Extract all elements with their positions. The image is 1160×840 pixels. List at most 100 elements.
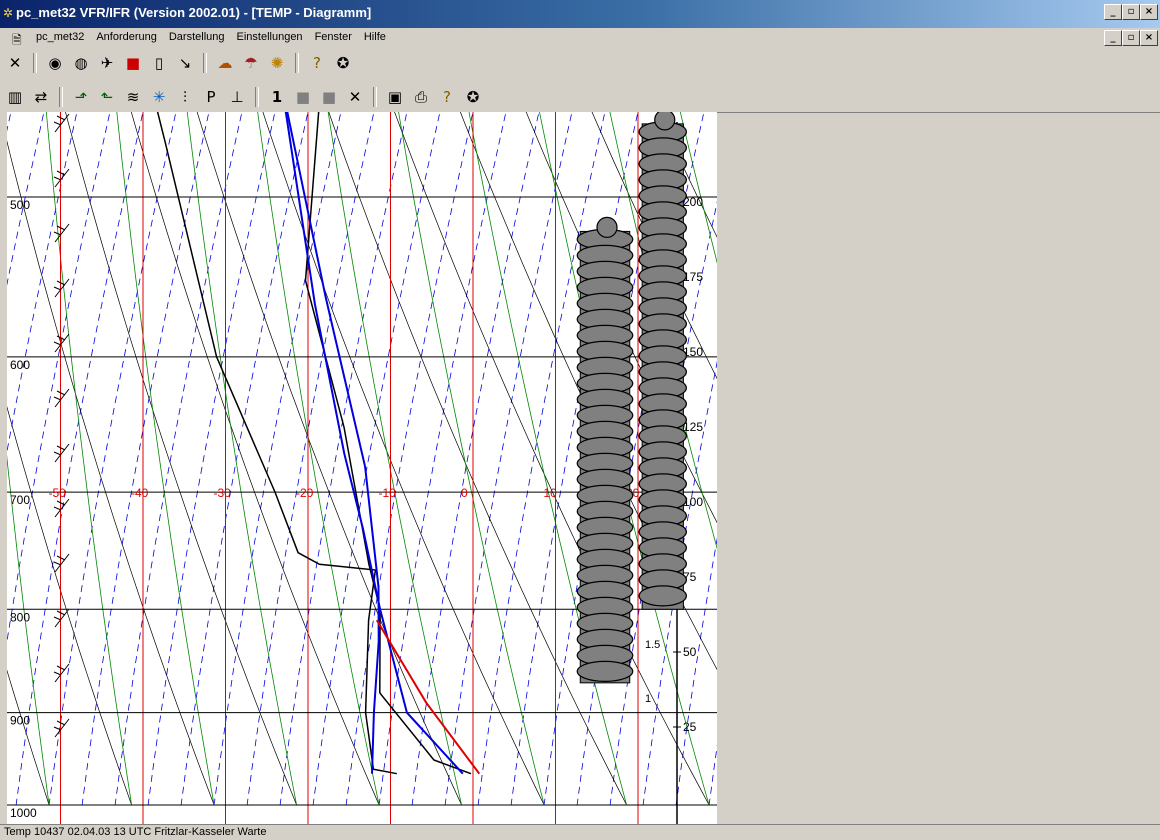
child-close-button[interactable]: ×	[1140, 30, 1158, 46]
parcel-up-icon[interactable]: ⬏	[74, 88, 88, 106]
delete-icon[interactable]: ✕	[348, 88, 362, 106]
wind-barb-icon	[53, 718, 70, 738]
menu-hilfe[interactable]: Hilfe	[363, 31, 386, 43]
level-icon[interactable]: ⊥	[230, 88, 244, 106]
moist-adiabat-line	[679, 112, 717, 264]
status-bar: Temp 10437 02.04.03 13 UTC Fritzlar-Kass…	[0, 824, 1160, 839]
chart-icon[interactable]: ▥	[7, 88, 23, 106]
mixing-ratio-line	[378, 112, 507, 806]
frost-icon[interactable]: ✳	[152, 88, 166, 106]
dry-adiabat-line	[7, 405, 132, 806]
help-icon[interactable]: ?	[313, 54, 321, 72]
dry-adiabat-line	[7, 140, 215, 806]
cloud-top	[654, 112, 676, 131]
height-tick-label: 25	[683, 720, 697, 734]
temperature-tick-label: -30	[214, 486, 232, 500]
child-window-controls: _ ▫ ×	[1104, 30, 1158, 46]
cloud-icon[interactable]: ☁	[217, 54, 233, 72]
parcel-alert-icon[interactable]: ⬑	[100, 88, 114, 106]
wind-icon[interactable]: ≋	[126, 88, 140, 106]
mixing-ratio-line	[708, 744, 717, 806]
menu-items: pc_met32 Anforderung Darstellung Einstellun…	[36, 31, 386, 43]
pointer-icon[interactable]: ↘	[178, 54, 192, 72]
one-button[interactable]: 1	[271, 88, 283, 106]
globe-icon[interactable]: ◍	[74, 54, 88, 72]
dry-adiabat-line	[196, 112, 462, 806]
print-icon[interactable]: ⎙	[414, 88, 427, 106]
mixing-ratio-line	[279, 112, 408, 806]
wind-barb-icon	[53, 278, 70, 298]
close-button[interactable]: ×	[1140, 4, 1158, 20]
moist-adiabat-line	[327, 112, 462, 806]
mixing-ratio-line	[477, 112, 606, 806]
menu-bar: 🗎 pc_met32 Anforderung Darstellung Einstell…	[0, 28, 1160, 48]
swap-icon[interactable]: ⇄	[34, 88, 48, 106]
child-minimize-button[interactable]: _	[1104, 30, 1122, 46]
toolbar-separator	[203, 53, 207, 73]
menu-anforderung[interactable]: Anforderung	[96, 31, 157, 43]
app-icon: ✲	[3, 6, 14, 20]
dry-adiabat-line	[7, 669, 50, 806]
minimize-button[interactable]: _	[1104, 4, 1122, 20]
menu-einstellungen[interactable]: Einstellungen	[236, 31, 303, 43]
wind-barb-icon	[53, 608, 70, 628]
main-toolbar: ✕ ◉ ◍ ✈ ■ ▯ ↘ ☁ ☂ ✺ ? ✪	[0, 49, 1160, 77]
wind-barb-icon	[53, 168, 70, 188]
moist-adiabat-line	[609, 112, 717, 550]
save-icon[interactable]: ▣	[387, 88, 403, 106]
dry-adiabat-line	[459, 112, 717, 671]
close-x-icon[interactable]: ✕	[8, 54, 22, 72]
wind-barb-icon	[53, 553, 70, 573]
wind-barb-icon	[53, 498, 70, 518]
menu-fenster[interactable]: Fenster	[314, 31, 352, 43]
mixing-ratio-line	[642, 360, 717, 806]
wind-barb-icon	[53, 443, 70, 463]
child-restore-button[interactable]: ▫	[1122, 30, 1140, 46]
plane-icon[interactable]: ✈	[100, 54, 114, 72]
wind-barb-icon	[53, 388, 70, 408]
sun-icon[interactable]: ✺	[270, 54, 284, 72]
help-icon-2[interactable]: ?	[443, 88, 451, 106]
book-icon[interactable]: ▯	[154, 54, 164, 72]
dry-adiabat-line	[394, 112, 710, 806]
temperature-tick-label: -40	[131, 486, 149, 500]
mixing-ratio-line	[114, 112, 243, 806]
weather-icon[interactable]: ☂	[244, 54, 258, 72]
toolbar-separator	[255, 87, 259, 107]
empty-panel	[717, 112, 1160, 825]
gauge-icon[interactable]: ⫶	[183, 88, 187, 106]
radar-icon[interactable]: ■	[125, 54, 141, 72]
mixing-ratio-line	[312, 112, 441, 806]
toolbar-separator	[295, 53, 299, 73]
context-help-icon-2[interactable]: ✪	[466, 88, 480, 106]
mixing-ratio-line	[213, 112, 342, 806]
mixing-ratio-line	[444, 112, 573, 806]
p-button[interactable]: P	[206, 88, 216, 106]
toolbar-separator	[373, 87, 377, 107]
isobar-label: 1000	[10, 806, 37, 820]
diagram-toolbar: ▥ ⇄ ⬏ ⬑ ≋ ✳ ⫶ P ⊥ 1 ■ ■ ✕ ▣ ⎙ ? ✪	[0, 83, 716, 111]
moist-adiabat-line	[257, 112, 380, 806]
mixing-ratio-line	[246, 112, 375, 806]
mixing-ratio-line	[147, 112, 276, 806]
isobar-label: 900	[10, 714, 30, 728]
temperature-tick-label: -50	[49, 486, 67, 500]
height-tick-label: 125	[683, 420, 703, 434]
title-bar: ✲ pc_met32 VFR/IFR (Version 2002.01) - […	[0, 0, 1160, 28]
temp-diagram[interactable]: 5006007008009001000-50-40-30-20-10010202…	[7, 112, 717, 824]
wind-barb-icon	[53, 663, 70, 683]
gray-square-icon-2[interactable]: ■	[321, 88, 337, 106]
menu-darstellung[interactable]: Darstellung	[168, 31, 225, 43]
dry-adiabat-line	[328, 112, 627, 806]
context-help-icon[interactable]: ✪	[336, 54, 350, 72]
mixing-ratio-line	[7, 112, 12, 132]
gray-square-icon[interactable]: ■	[295, 88, 311, 106]
menu-pc-met32[interactable]: pc_met32	[36, 31, 85, 43]
mixing-ratio-line	[7, 112, 78, 454]
height-tick-label: 100	[683, 495, 703, 509]
mixing-ratio-line	[345, 112, 474, 806]
mixing-ratio-line	[7, 112, 45, 286]
restore-button[interactable]: ▫	[1122, 4, 1140, 20]
window-controls: _ ▫ ×	[1104, 4, 1158, 20]
eye-icon[interactable]: ◉	[48, 54, 62, 72]
